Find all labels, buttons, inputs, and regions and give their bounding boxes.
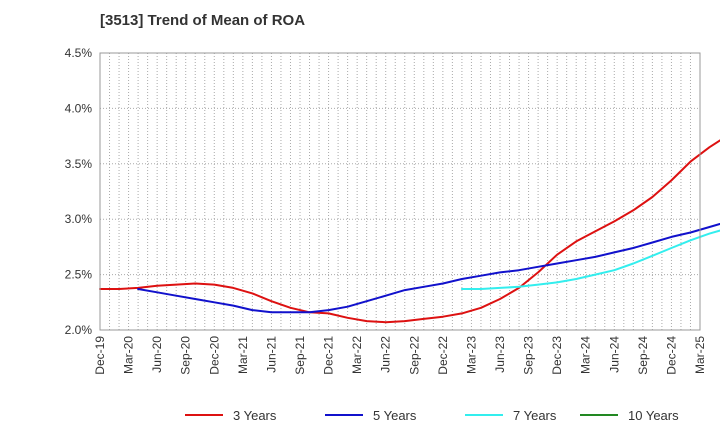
y-tick-label: 3.0% [65, 212, 93, 226]
x-tick-label: Mar-22 [350, 336, 364, 374]
legend-label: 7 Years [513, 407, 557, 423]
x-tick-label: Jun-20 [150, 336, 164, 373]
legend-item-10-years: 10 Years [580, 404, 679, 426]
y-axis-ticks: 2.0% 2.5% 3.0% 3.5% 4.0% 4.5% [65, 46, 93, 337]
series-line-7-years [460, 229, 720, 290]
x-tick-label: Dec-20 [207, 336, 221, 375]
y-tick-label: 3.5% [65, 157, 93, 171]
series-lines [99, 139, 720, 324]
x-tick-label: Dec-19 [93, 336, 107, 375]
plot-frame [99, 52, 701, 331]
grid-lines [100, 52, 700, 331]
legend-label: 5 Years [373, 407, 417, 423]
x-tick-label: Dec-21 [322, 336, 336, 375]
series-line-3-years [99, 139, 720, 324]
legend-label: 3 Years [233, 407, 277, 423]
x-tick-label: Sep-21 [293, 336, 307, 375]
x-tick-label: Mar-24 [579, 336, 593, 374]
x-tick-label: Mar-25 [693, 336, 707, 374]
y-tick-label: 2.5% [65, 268, 93, 282]
legend-item-7-years: 7 Years [465, 404, 556, 426]
plot-area: 2.0% 2.5% 3.0% 3.5% 4.0% 4.5% Dec-19 Mar-20 Jun… [65, 46, 720, 375]
legend: 3 Years 5 Years 7 Years 10 Years [0, 404, 720, 426]
x-tick-label: Jun-21 [264, 336, 278, 373]
x-tick-label: Jun-24 [607, 336, 621, 373]
legend-swatch [465, 414, 503, 416]
chart-title: [3513] Trend of Mean of ROA [100, 12, 306, 29]
y-tick-label: 4.0% [65, 101, 93, 115]
x-tick-label: Dec-24 [664, 336, 678, 375]
x-tick-label: Mar-21 [236, 336, 250, 374]
legend-swatch [185, 414, 223, 416]
legend-swatch [325, 414, 363, 416]
legend-swatch [580, 414, 618, 416]
legend-item-3-years: 3 Years [185, 404, 276, 426]
x-tick-label: Sep-24 [636, 336, 650, 375]
x-tick-label: Jun-22 [379, 336, 393, 373]
legend-label: 10 Years [628, 407, 679, 423]
x-tick-label: Sep-22 [407, 336, 421, 375]
x-tick-label: Mar-20 [122, 336, 136, 374]
x-axis-ticks: Dec-19 Mar-20 Jun-20 Sep-20 Dec-20 Mar-21 Jun-… [93, 336, 707, 375]
x-tick-label: Dec-23 [550, 336, 564, 375]
x-tick-label: Jun-23 [493, 336, 507, 373]
legend-item-5-years: 5 Years [325, 404, 416, 426]
x-tick-label: Sep-20 [179, 336, 193, 375]
x-tick-label: Sep-23 [522, 336, 536, 375]
y-tick-label: 2.0% [65, 323, 93, 337]
y-tick-label: 4.5% [65, 46, 93, 60]
series-line-5-years [137, 222, 720, 314]
x-tick-label: Mar-23 [464, 336, 478, 374]
x-tick-label: Dec-22 [436, 336, 450, 375]
